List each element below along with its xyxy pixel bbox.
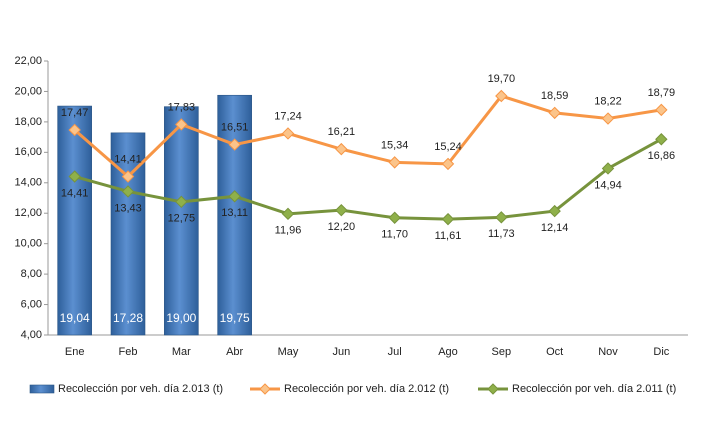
bar — [217, 94, 252, 336]
x-tick-label: Sep — [492, 346, 512, 358]
x-tick-label: Ene — [65, 346, 85, 358]
y-tick-label: 18,00 — [14, 116, 42, 128]
point — [441, 212, 455, 226]
data-label: 15,24 — [434, 141, 462, 153]
point — [228, 190, 241, 203]
point — [548, 106, 561, 120]
bar-label: 19,04 — [60, 311, 90, 325]
data-label: 14,41 — [61, 187, 89, 199]
legend-label: Recolección por veh. día 2.013 (t) — [58, 383, 223, 395]
y-tick-label: 22,00 — [14, 55, 42, 67]
point — [121, 185, 135, 198]
data-label: 17,47 — [61, 107, 89, 119]
point — [601, 162, 615, 175]
data-label: 17,24 — [274, 110, 302, 122]
data-label: 14,94 — [594, 179, 622, 191]
data-label: 18,22 — [594, 95, 622, 107]
data-label: 12,14 — [541, 222, 569, 234]
data-label: 17,83 — [168, 101, 196, 113]
point — [495, 211, 508, 224]
point — [441, 157, 455, 171]
x-tick-label: Jun — [332, 346, 350, 358]
data-label: 13,43 — [114, 202, 142, 214]
point — [175, 118, 188, 131]
line — [73, 94, 662, 179]
legend-marker — [487, 383, 499, 395]
y-tick-label: 12,00 — [14, 207, 42, 219]
data-label: 16,86 — [648, 150, 676, 162]
point — [388, 156, 401, 169]
legend-swatch — [29, 384, 55, 394]
y-tick-label: 10,00 — [14, 238, 42, 250]
data-label: 16,51 — [221, 121, 249, 133]
x-tick-label: May — [278, 346, 299, 358]
x-tick-label: Jul — [388, 346, 402, 358]
data-label: 13,11 — [221, 207, 248, 219]
line — [74, 137, 663, 221]
point — [601, 112, 615, 125]
data-label: 11,70 — [381, 229, 408, 241]
data-label: 11,73 — [488, 228, 515, 240]
data-label: 18,59 — [541, 90, 569, 102]
point — [228, 138, 241, 151]
point — [175, 195, 188, 209]
y-tick-label: 14,00 — [14, 177, 42, 189]
y-tick-label: 6,00 — [21, 298, 42, 310]
point — [655, 103, 668, 117]
x-tick-label: Feb — [119, 346, 138, 358]
legend-label: Recolección por veh. día 2.011 (t) — [512, 383, 676, 395]
legend-label: Recolección por veh. día 2.012 (t) — [284, 383, 449, 395]
data-label: 19,70 — [488, 73, 516, 85]
point — [281, 207, 295, 221]
point — [548, 204, 561, 218]
bar — [57, 105, 92, 336]
x-tick-label: Dic — [653, 346, 669, 358]
legend-marker — [259, 383, 271, 395]
x-tick-label: Ago — [438, 346, 458, 358]
data-label: 14,41 — [114, 153, 142, 165]
data-label: 11,61 — [435, 230, 462, 242]
point — [495, 89, 508, 103]
data-label: 12,75 — [168, 213, 196, 225]
x-tick-label: Mar — [172, 346, 191, 358]
point — [68, 123, 81, 137]
point — [655, 133, 668, 146]
data-label: 11,96 — [275, 225, 302, 237]
data-label: 18,79 — [648, 87, 676, 99]
y-tick-label: 16,00 — [14, 146, 42, 158]
bar — [164, 106, 199, 336]
bar-label: 17,28 — [113, 311, 143, 325]
x-tick-label: Oct — [546, 346, 563, 358]
point — [335, 203, 348, 217]
data-label: 16,21 — [328, 126, 356, 138]
y-tick-label: 20,00 — [14, 85, 42, 97]
x-tick-label: Nov — [598, 346, 618, 358]
y-tick-label: 4,00 — [21, 329, 42, 341]
point — [68, 170, 81, 183]
data-label: 15,34 — [381, 139, 409, 151]
point — [281, 127, 295, 140]
bar-label: 19,75 — [220, 311, 250, 325]
bar-label: 19,00 — [166, 311, 196, 325]
point — [335, 142, 348, 156]
y-tick-label: 8,00 — [21, 268, 42, 280]
data-label: 12,20 — [328, 221, 356, 233]
point — [388, 211, 401, 224]
point — [121, 170, 135, 183]
x-tick-label: Abr — [226, 346, 243, 358]
